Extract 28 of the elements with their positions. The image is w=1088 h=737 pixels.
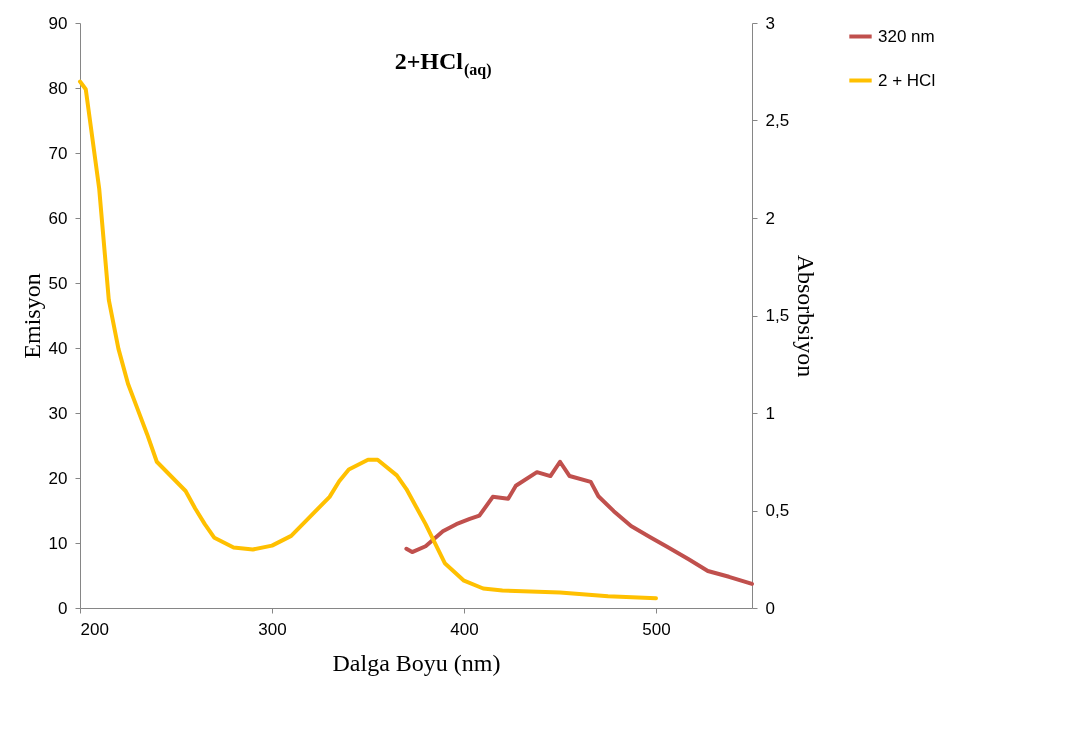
y2-tick-label: 1 [765, 403, 775, 423]
y-tick-label: 30 [48, 403, 68, 423]
y2-tick-label: 3 [765, 13, 775, 33]
x-tick-label: 200 [80, 619, 109, 639]
y-tick-label: 50 [48, 273, 68, 293]
y2-tick-label: 0 [765, 598, 775, 618]
line-series [404, 459, 754, 586]
y-tick-label: 0 [58, 598, 68, 618]
y-tick-label: 40 [48, 338, 68, 358]
y-tick-label: 20 [48, 468, 68, 488]
y-tick-label: 80 [48, 78, 68, 98]
y2-tick-label: 2,5 [765, 111, 790, 130]
y-tick-label: 10 [48, 533, 68, 553]
x-axis-title: Dalga Boyu (nm) [332, 649, 501, 676]
x-tick-label: 500 [642, 619, 671, 639]
x-tick-label: 400 [450, 619, 479, 639]
y-tick-label: 90 [48, 13, 68, 33]
y2-axis-title: Absorbsiyon [793, 254, 820, 378]
y2-tick-label: 2 [765, 208, 775, 228]
y-tick-label: 70 [48, 143, 68, 163]
legend-label: 320 nm [878, 26, 935, 46]
line-series [78, 79, 658, 601]
x-tick-label: 300 [258, 619, 287, 639]
y2-tick-label: 1,5 [765, 306, 790, 325]
legend-label: 2 + HCl [878, 70, 936, 90]
y-tick-label: 60 [48, 208, 68, 228]
y-axis-title: Emisyon [18, 273, 45, 359]
y2-tick-label: 0,5 [765, 501, 790, 520]
